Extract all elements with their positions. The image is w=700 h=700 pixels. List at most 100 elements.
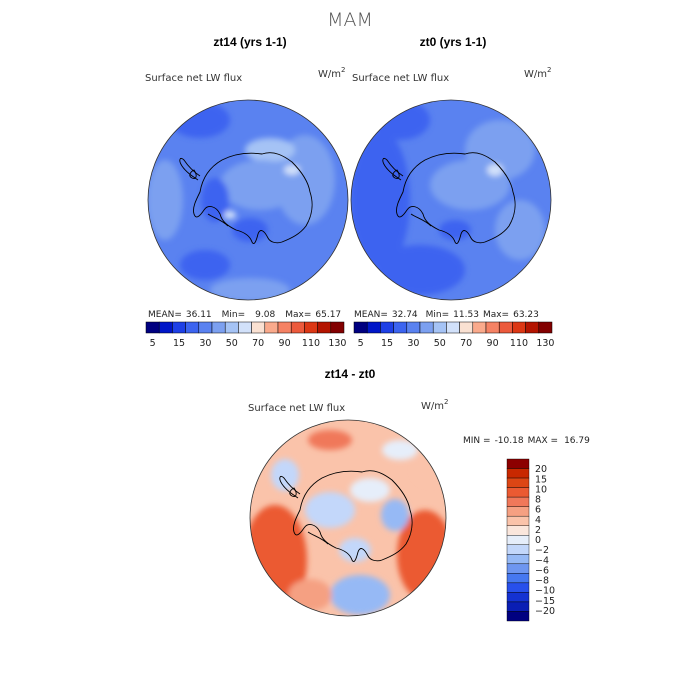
colorbar-swatch bbox=[506, 592, 530, 603]
colorbar-tick-label: 90 bbox=[487, 338, 499, 349]
colorbar-swatch bbox=[506, 506, 530, 517]
colorbar-swatch bbox=[506, 544, 530, 555]
colorbar-swatch bbox=[512, 321, 526, 334]
colorbar-tick-label: 50 bbox=[226, 338, 238, 349]
colorbar-swatch bbox=[506, 582, 530, 593]
colorbar-tick-label: −2 bbox=[535, 545, 549, 556]
colorbar-tick-label: 5 bbox=[358, 338, 364, 349]
colorbar-tick-label: 20 bbox=[535, 464, 547, 475]
colorbar-swatch bbox=[185, 321, 200, 334]
colorbar-swatch bbox=[264, 321, 279, 334]
panel-c-subtitle: Surface net LW flux bbox=[248, 403, 345, 414]
colorbar-swatch bbox=[506, 515, 530, 526]
panel-a-subtitle: Surface net LW flux bbox=[145, 73, 242, 84]
colorbar-swatch bbox=[432, 321, 447, 334]
colorbar-tick-label: −4 bbox=[535, 555, 549, 566]
colorbar-swatch bbox=[506, 487, 530, 498]
colorbar-tick-label: 110 bbox=[510, 338, 528, 349]
colorbar-tick-label: 10 bbox=[535, 484, 547, 495]
colorbar-tick-label: 90 bbox=[279, 338, 291, 349]
colorbar-swatch bbox=[506, 601, 530, 612]
colorbar-tick-label: 50 bbox=[434, 338, 446, 349]
colorbar-swatch bbox=[211, 321, 226, 334]
colorbar-swatch bbox=[172, 321, 186, 334]
colorbar-swatch bbox=[330, 321, 345, 334]
colorbar-swatch bbox=[506, 535, 530, 545]
colorbar-tick-label: 110 bbox=[302, 338, 320, 349]
colorbar-tick-label: −6 bbox=[535, 565, 549, 576]
colorbar-swatch bbox=[158, 321, 173, 334]
panel-a-map bbox=[147, 99, 349, 301]
colorbar-swatch bbox=[446, 321, 460, 334]
colorbar-tick-label: −20 bbox=[535, 606, 555, 617]
colorbar-swatch bbox=[406, 321, 421, 334]
panel-a-stats: MEAN= 36.11 Min= 9.08 Max= 65.17 bbox=[148, 310, 341, 320]
colorbar-swatch bbox=[485, 321, 500, 334]
colorbar-swatch bbox=[198, 321, 213, 334]
colorbar-tick-label: −15 bbox=[535, 596, 555, 607]
colorbar-swatch bbox=[506, 611, 530, 622]
panel-c-coastline bbox=[279, 470, 413, 563]
colorbar-tick-label: 30 bbox=[199, 338, 211, 349]
colorbar-swatch bbox=[353, 321, 368, 334]
colorbar-swatch bbox=[393, 321, 408, 334]
colorbar-swatch bbox=[251, 321, 266, 334]
colorbar-swatch bbox=[506, 458, 530, 469]
panel-c-stats: MIN = -10.18 MAX = 16.79 bbox=[463, 436, 590, 446]
panel-c-units: W/m2 bbox=[421, 398, 448, 412]
colorbar-swatch bbox=[459, 321, 474, 334]
figure-title: MAM bbox=[327, 9, 373, 31]
colorbar-swatch bbox=[506, 496, 530, 507]
colorbar-swatch bbox=[317, 321, 332, 334]
colorbar-tick-label: 70 bbox=[252, 338, 264, 349]
panel-b-title: zt0 (yrs 1-1) bbox=[420, 35, 487, 49]
panel-a-colorbar: 5 15 30 50 70 90 110 130 bbox=[145, 321, 346, 349]
colorbar-swatch bbox=[380, 321, 394, 334]
colorbar-tick-label: 30 bbox=[407, 338, 419, 349]
panel-b-stats: MEAN= 32.74 Min= 11.53 Max= 63.23 bbox=[354, 310, 539, 320]
colorbar-tick-label: 130 bbox=[328, 338, 346, 349]
colorbar-tick-label: −8 bbox=[535, 576, 549, 587]
panel-b-colorbar: 5 15 30 50 70 90 110 130 bbox=[353, 321, 554, 349]
colorbar-swatch bbox=[525, 321, 540, 334]
colorbar-swatch bbox=[506, 477, 530, 488]
panel-b-coastline bbox=[382, 152, 516, 245]
panel-a-title: zt14 (yrs 1-1) bbox=[213, 35, 286, 49]
colorbar-tick-label: 70 bbox=[460, 338, 472, 349]
colorbar-swatch bbox=[419, 321, 434, 334]
colorbar-tick-label: 8 bbox=[535, 495, 541, 506]
colorbar-swatch bbox=[538, 321, 553, 334]
colorbar-tick-label: 6 bbox=[535, 505, 541, 516]
colorbar-swatch bbox=[472, 321, 487, 334]
panel-b-map bbox=[350, 99, 552, 301]
colorbar-tick-label: 2 bbox=[535, 525, 541, 536]
colorbar-tick-label: 0 bbox=[535, 535, 541, 546]
colorbar-tick-label: −10 bbox=[535, 586, 555, 597]
colorbar-swatch bbox=[506, 468, 530, 479]
colorbar-tick-label: 15 bbox=[381, 338, 393, 349]
colorbar-swatch bbox=[145, 321, 160, 334]
panel-c-title: zt14 - zt0 bbox=[325, 367, 376, 381]
colorbar-swatch bbox=[506, 525, 530, 536]
panel-b-subtitle: Surface net LW flux bbox=[352, 73, 449, 84]
colorbar-swatch bbox=[290, 321, 305, 334]
colorbar-tick-label: 5 bbox=[150, 338, 156, 349]
colorbar-swatch bbox=[506, 563, 530, 574]
colorbar-swatch bbox=[238, 321, 252, 334]
panel-a-coastline bbox=[179, 152, 313, 245]
colorbar-swatch bbox=[366, 321, 381, 334]
colorbar-swatch bbox=[224, 321, 239, 334]
panel-b-units: W/m2 bbox=[524, 66, 551, 80]
colorbar-swatch bbox=[498, 321, 513, 334]
colorbar-tick-label: 15 bbox=[535, 474, 547, 485]
colorbar-swatch bbox=[506, 554, 530, 565]
panel-c-map bbox=[249, 419, 447, 617]
colorbar-tick-label: 4 bbox=[535, 515, 541, 526]
colorbar-swatch bbox=[304, 321, 318, 334]
colorbar-tick-label: 130 bbox=[536, 338, 554, 349]
panel-a-units: W/m2 bbox=[318, 66, 345, 80]
colorbar-tick-label: 15 bbox=[173, 338, 185, 349]
colorbar-swatch bbox=[277, 321, 292, 334]
